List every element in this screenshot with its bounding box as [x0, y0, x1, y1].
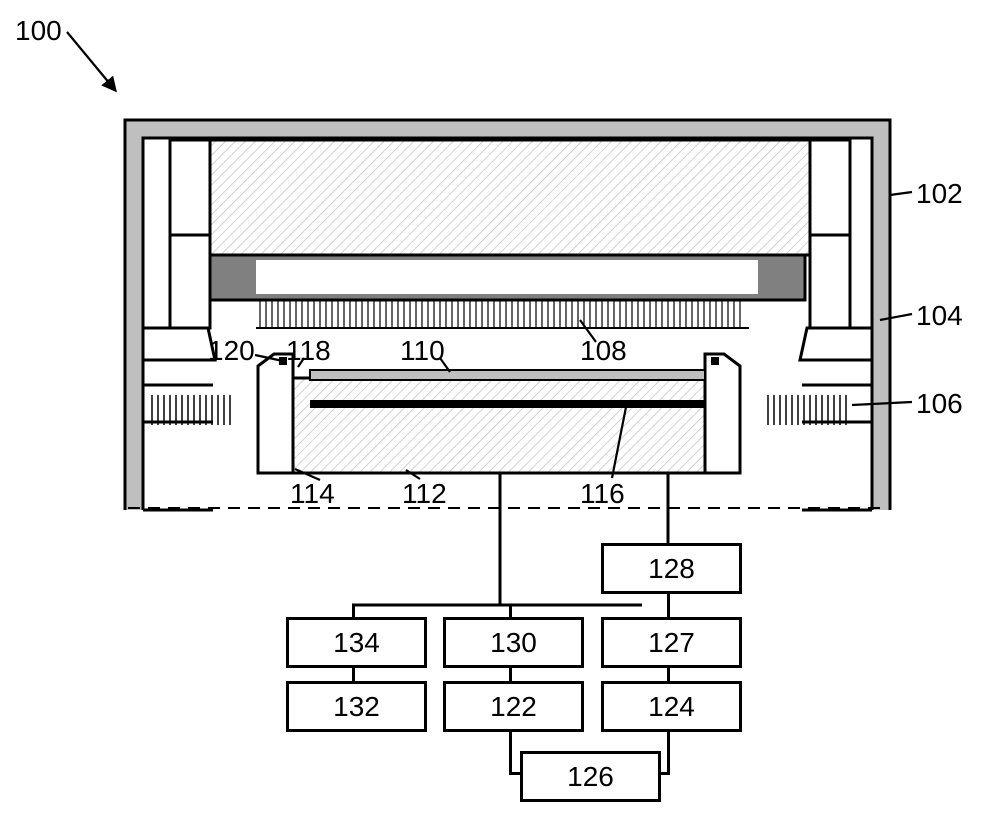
label-104: 104 — [916, 300, 963, 332]
block-126: 126 — [520, 751, 661, 802]
block-128: 128 — [601, 543, 742, 594]
label-112: 112 — [402, 478, 447, 510]
label-120: 120 — [208, 335, 255, 367]
label-106: 106 — [916, 388, 963, 420]
label-110: 110 — [400, 335, 445, 367]
label-114: 114 — [290, 478, 335, 510]
block-127: 127 — [601, 617, 742, 668]
block-132: 132 — [286, 681, 427, 732]
block-124: 124 — [601, 681, 742, 732]
label-102: 102 — [916, 178, 963, 210]
block-134: 134 — [286, 617, 427, 668]
label-118: 118 — [286, 335, 331, 367]
label-100: 100 — [15, 15, 62, 47]
label-116: 116 — [580, 478, 625, 510]
figure-root: 100 102 104 106 120 118 110 108 114 112 116 128 134 1… — [0, 0, 1000, 827]
label-108: 108 — [580, 335, 627, 367]
block-130: 130 — [443, 617, 584, 668]
block-122: 122 — [443, 681, 584, 732]
